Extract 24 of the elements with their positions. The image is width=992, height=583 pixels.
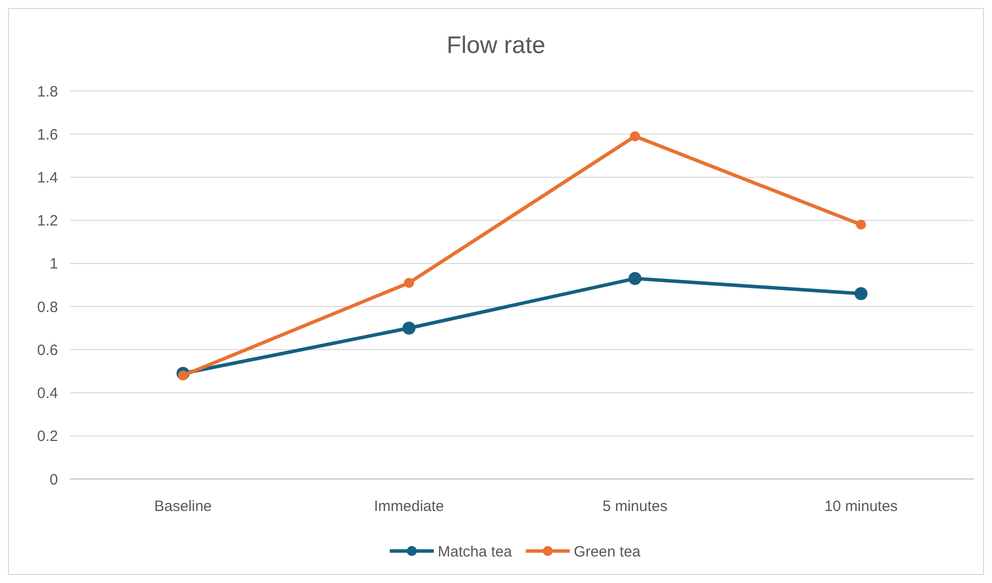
y-tick-label: 1: [50, 256, 58, 273]
y-tick-label: 1.6: [37, 126, 58, 144]
point: [628, 272, 642, 286]
point: [630, 131, 640, 142]
legend-label: Matcha tea: [438, 543, 513, 560]
y-tick-label: 0.6: [37, 342, 58, 359]
legend-label: Green tea: [574, 543, 642, 560]
y-tick-label: 1.4: [37, 169, 58, 186]
y-tick-label: 0.4: [37, 385, 58, 402]
point: [856, 220, 866, 230]
point: [178, 370, 188, 381]
chart-title: Flow rate: [446, 32, 546, 59]
point: [854, 287, 868, 300]
point: [402, 322, 416, 335]
y-tick-label: 0: [50, 471, 58, 488]
x-tick-label: Immediate: [374, 498, 444, 515]
point: [404, 278, 414, 288]
x-tick-label: Baseline: [154, 498, 212, 515]
x-tick-label: 5 minutes: [602, 498, 668, 515]
y-tick-label: 0.8: [37, 298, 58, 316]
x-tick-label: 10 minutes: [824, 498, 898, 515]
y-tick-label: 1.2: [37, 212, 58, 230]
y-tick-label: 1.8: [37, 83, 58, 100]
y-tick-label: 0.2: [37, 428, 58, 446]
